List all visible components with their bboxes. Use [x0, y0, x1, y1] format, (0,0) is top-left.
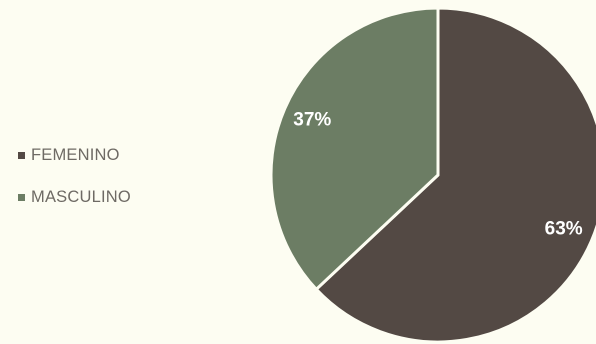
data-label-masculino: 37%	[293, 110, 331, 131]
data-label-femenino: 63%	[545, 218, 583, 239]
legend-swatch-masculino	[18, 193, 25, 201]
chart-legend: FEMENINO MASCULINO	[18, 143, 131, 227]
pie-slice-femenino	[314, 6, 596, 344]
legend-item-femenino: FEMENINO	[18, 143, 131, 167]
pie-data-labels: 63% 37%	[293, 110, 582, 240]
legend-swatch-femenino	[18, 151, 25, 159]
legend-label-femenino: FEMENINO	[31, 145, 120, 164]
legend-label-masculino: MASCULINO	[31, 187, 131, 206]
pie-slice-masculino	[269, 6, 440, 291]
legend-item-masculino: MASCULINO	[18, 185, 131, 209]
pie-slices	[269, 6, 596, 344]
